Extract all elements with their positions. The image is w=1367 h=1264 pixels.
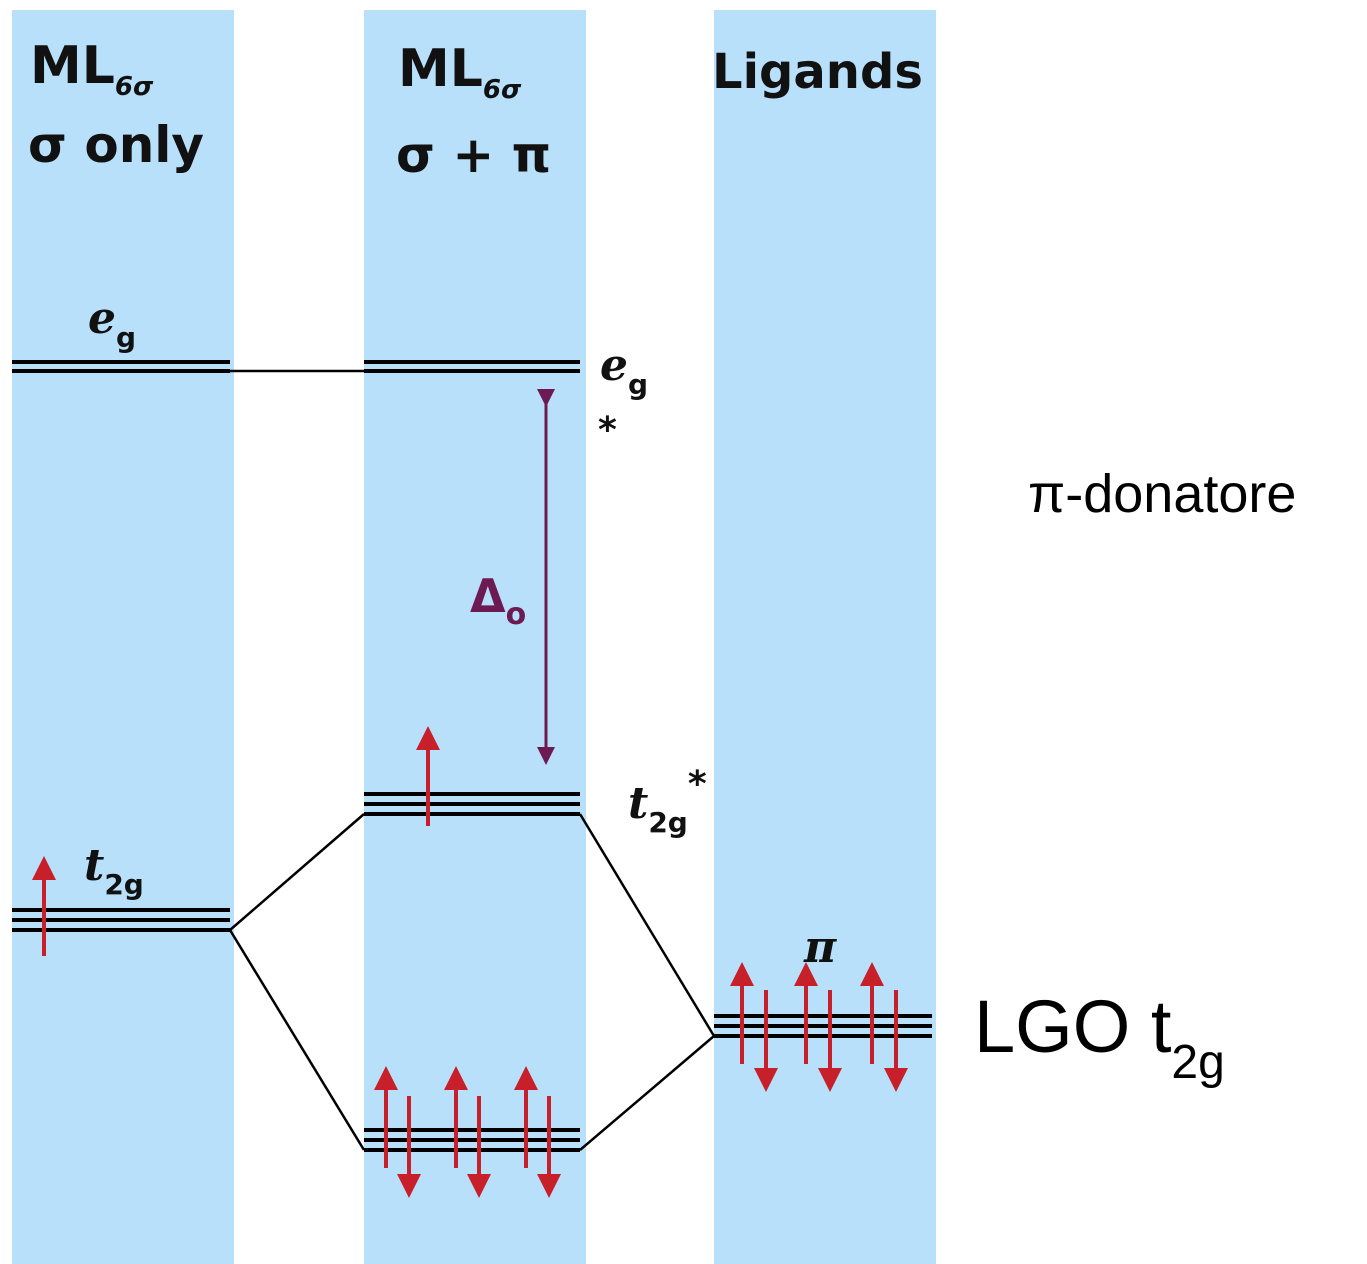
middle-t2g-star-label: t2g* bbox=[628, 764, 707, 839]
column-left bbox=[12, 10, 234, 1264]
ligand-pi-label: π bbox=[803, 922, 837, 973]
middle-eg-star-label: eg bbox=[600, 340, 648, 401]
donor-type-label: π-donatore bbox=[1028, 464, 1296, 524]
middle-t2g-star-level bbox=[364, 792, 580, 816]
column-middle bbox=[364, 10, 586, 1264]
lgo-t2g-label: LGO t2g bbox=[974, 985, 1225, 1089]
middle-column-subtitle: σ + π bbox=[396, 126, 551, 184]
column-right bbox=[714, 10, 936, 1264]
left-t2g-label: t2g bbox=[84, 840, 144, 901]
middle-eg-star-asterisk: * bbox=[598, 410, 617, 451]
middle-eg-star-level bbox=[364, 360, 580, 373]
middle-bonding-electron-pairs bbox=[374, 1066, 561, 1198]
left-column-title: ML6σ bbox=[30, 36, 154, 102]
left-eg-label: eg bbox=[88, 293, 136, 354]
correlation-lines bbox=[228, 813, 716, 1151]
left-t2g-level bbox=[12, 908, 230, 932]
delta-o-label: Δo bbox=[470, 569, 526, 632]
middle-t2g-bonding-level bbox=[364, 1128, 580, 1152]
right-column-title: Ligands bbox=[712, 44, 923, 100]
ligand-electron-pairs bbox=[730, 962, 908, 1092]
left-column-subtitle: σ only bbox=[28, 116, 204, 174]
left-eg-level bbox=[12, 360, 230, 373]
middle-column-title: ML6σ bbox=[398, 39, 522, 105]
